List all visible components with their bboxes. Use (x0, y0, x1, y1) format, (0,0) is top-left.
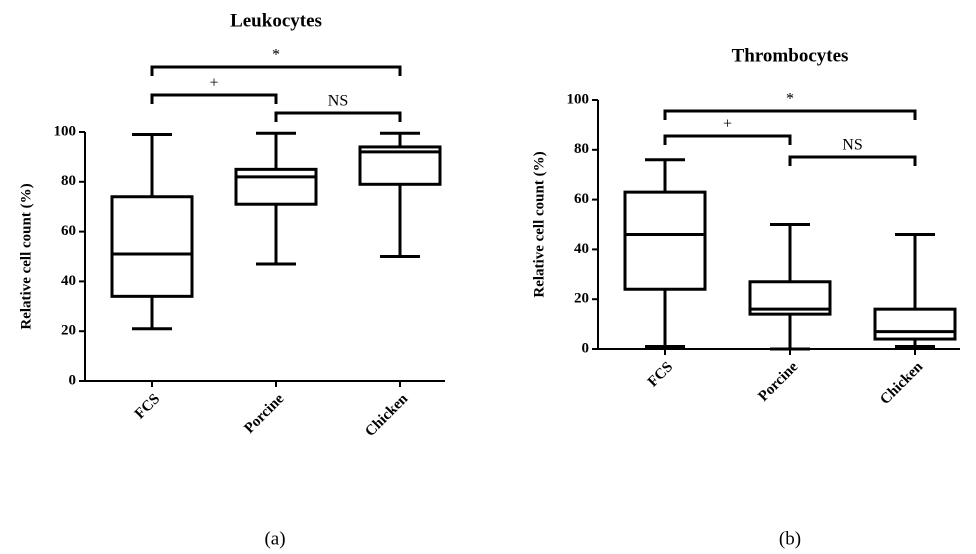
y-tick-label: 60 (574, 191, 589, 207)
comparison-bracket (150, 65, 402, 76)
comparison-bracket (274, 111, 402, 122)
y-tick-label: 100 (54, 123, 77, 139)
comparison-label: NS (842, 137, 862, 154)
x-tick-label: Chicken (362, 390, 411, 439)
y-axis-label: Relative cell count (%) (18, 183, 34, 329)
x-tick-label: Porcine (755, 359, 801, 405)
y-tick-label: 40 (574, 241, 589, 257)
x-tick-label: FCS (132, 391, 163, 422)
comparison-bracket (663, 109, 917, 120)
comparison-label: + (209, 75, 218, 92)
box (110, 195, 194, 298)
x-tick-label: Chicken (877, 358, 926, 407)
comparison-label: + (723, 116, 732, 133)
y-tick-label: 40 (61, 273, 76, 289)
y-tick-label: 60 (61, 223, 76, 239)
comparison-bracket (663, 134, 792, 145)
box (234, 167, 318, 206)
comparison-bracket (150, 93, 278, 104)
x-tick-label: FCS (645, 359, 676, 390)
chart-title: Thrombocytes (732, 45, 849, 66)
caption: (a) (264, 528, 285, 549)
box (873, 307, 957, 341)
box (623, 190, 707, 291)
y-tick-label: 0 (69, 372, 77, 388)
chart-title: Leukocytes (230, 10, 322, 31)
comparison-bracket (788, 155, 917, 166)
comparison-label: * (272, 47, 280, 64)
y-tick-label: 80 (61, 173, 76, 189)
y-tick-label: 80 (574, 141, 589, 157)
y-tick-label: 0 (582, 340, 590, 356)
comparison-label: * (786, 91, 794, 108)
y-axis-label: Relative cell count (%) (531, 151, 547, 297)
y-tick-label: 20 (61, 323, 76, 339)
comparison-label: NS (328, 93, 348, 110)
caption: (b) (779, 528, 801, 549)
y-tick-label: 100 (567, 91, 590, 107)
x-tick-label: Porcine (241, 391, 287, 437)
y-tick-label: 20 (574, 291, 589, 307)
